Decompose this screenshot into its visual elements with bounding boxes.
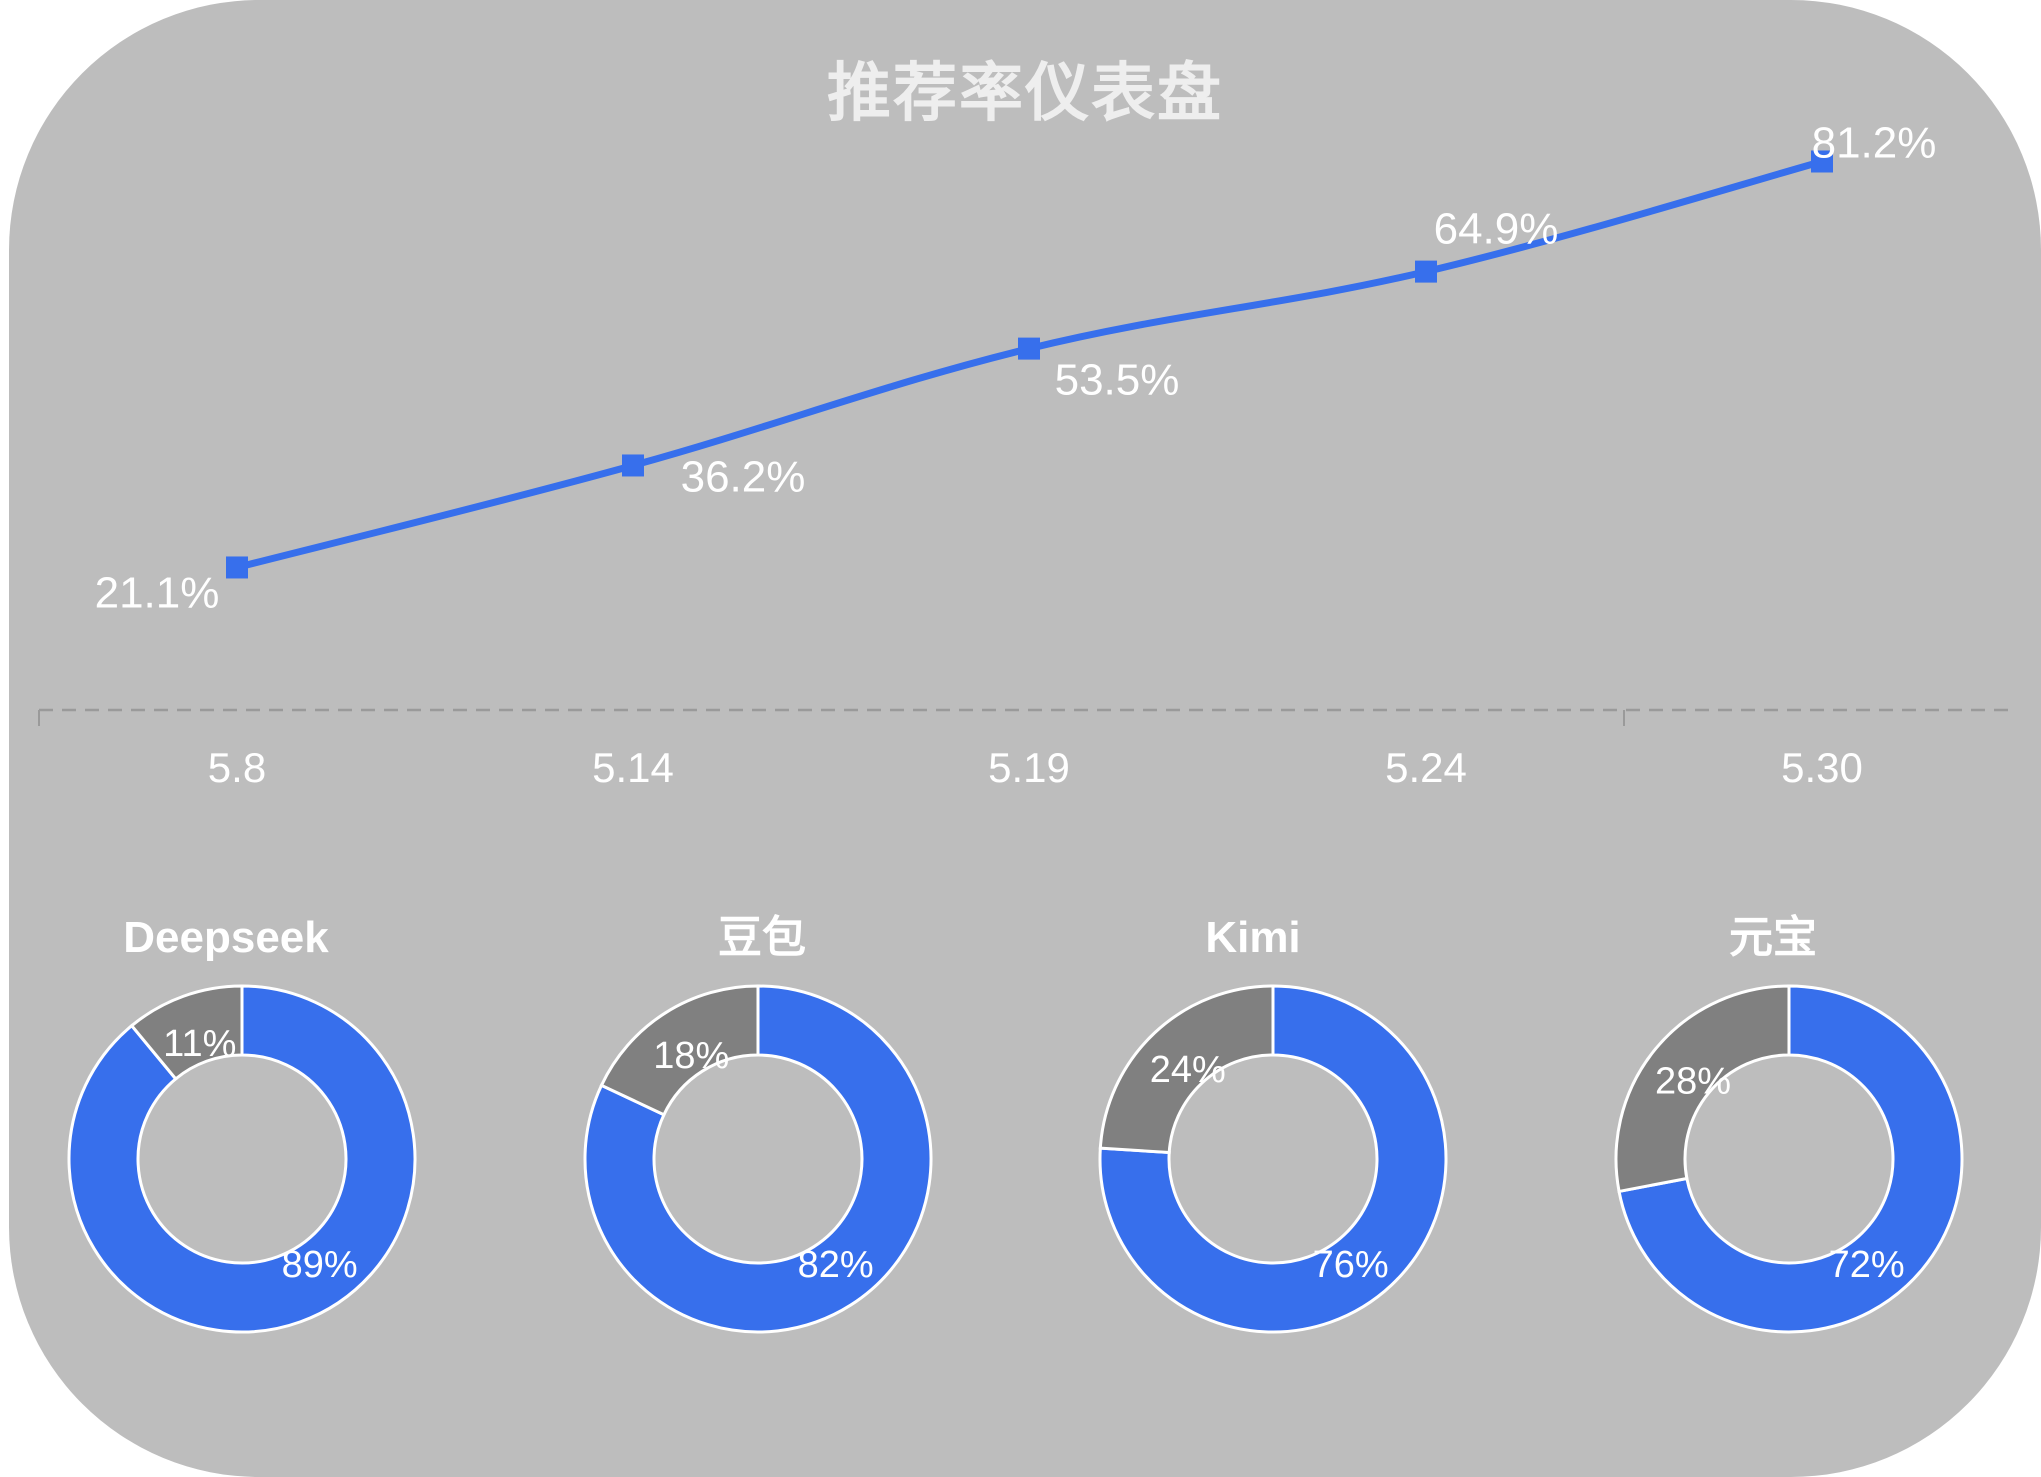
donut-label: 76% <box>1313 1244 1389 1286</box>
data-label: 53.5% <box>1055 356 1180 405</box>
data-point-marker <box>226 556 248 579</box>
donut-title: 元宝 <box>1729 913 1817 962</box>
donut-label: 11% <box>163 1023 236 1065</box>
x-tick-label: 5.14 <box>592 744 674 791</box>
x-tick-label: 5.24 <box>1385 744 1467 791</box>
dashboard-title: 推荐率仪表盘 <box>827 57 1223 129</box>
donut-label: 89% <box>282 1244 358 1286</box>
donut-slice-positive <box>1617 984 1964 1334</box>
data-point-marker <box>622 454 644 477</box>
data-point-marker <box>1811 150 1833 173</box>
data-label: 81.2% <box>1812 118 1937 167</box>
donut-slice-positive <box>583 984 933 1334</box>
donut-label: 18% <box>653 1035 729 1077</box>
data-label: 36.2% <box>681 452 806 501</box>
donut-label: 28% <box>1655 1061 1731 1103</box>
data-label: 64.9% <box>1434 205 1559 254</box>
x-tick-label: 5.19 <box>988 744 1070 791</box>
donut-slice-positive <box>1098 984 1448 1334</box>
donut-slice-negative <box>1098 984 1275 1155</box>
x-tick-label: 5.30 <box>1781 744 1863 791</box>
donut-title: Deepseek <box>123 913 329 962</box>
donut-label: 82% <box>798 1244 874 1286</box>
data-point-marker <box>1018 337 1040 360</box>
donut-title: 豆包 <box>718 913 806 962</box>
donut-slice-negative <box>599 984 760 1117</box>
donut-slice-negative <box>1614 984 1791 1194</box>
donut-label: 24% <box>1150 1049 1226 1091</box>
x-tick-label: 5.8 <box>208 744 266 791</box>
donut-title: Kimi <box>1205 913 1300 962</box>
series-line <box>236 158 1823 571</box>
donut-label: 72% <box>1829 1244 1905 1286</box>
donut-slice-positive <box>67 984 417 1334</box>
donut-slice-negative <box>129 984 244 1081</box>
data-point-marker <box>1415 260 1437 283</box>
data-label: 21.1% <box>95 568 220 617</box>
